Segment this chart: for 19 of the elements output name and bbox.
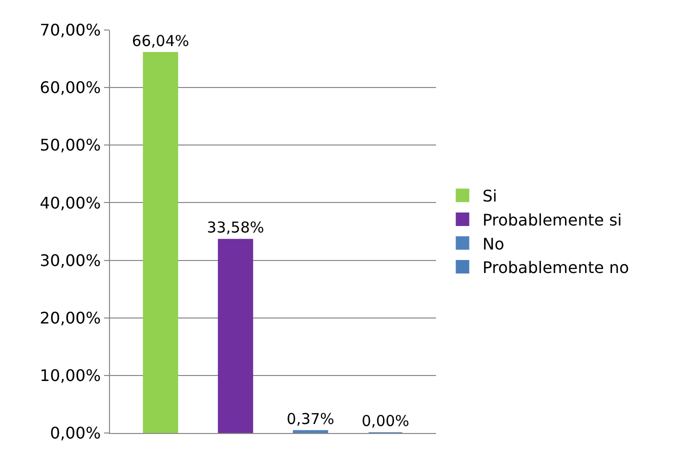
data-label: 66,04% (132, 32, 190, 50)
y-tick-label: 30,00% (40, 250, 101, 270)
y-tick-label: 0,00% (50, 424, 101, 443)
bar (292, 430, 328, 433)
data-label: 0,00% (362, 412, 410, 430)
legend-label: Si (482, 186, 498, 206)
y-tick-label: 70,00% (40, 20, 101, 40)
data-label: 33,58% (206, 218, 264, 237)
y-tick-label: 60,00% (40, 78, 101, 98)
y-tick-label: 20,00% (40, 308, 101, 328)
legend-label: Probablemente no (482, 258, 630, 278)
legend-label: No (482, 234, 504, 254)
legend-label: Probablemente si (482, 210, 622, 230)
bar (218, 238, 254, 433)
data-label: 0,37% (286, 410, 334, 428)
y-tick-label: 10,00% (40, 366, 101, 386)
y-tick-label: 40,00% (40, 193, 101, 212)
bar (142, 52, 178, 433)
y-tick-label: 50,00% (40, 136, 101, 155)
